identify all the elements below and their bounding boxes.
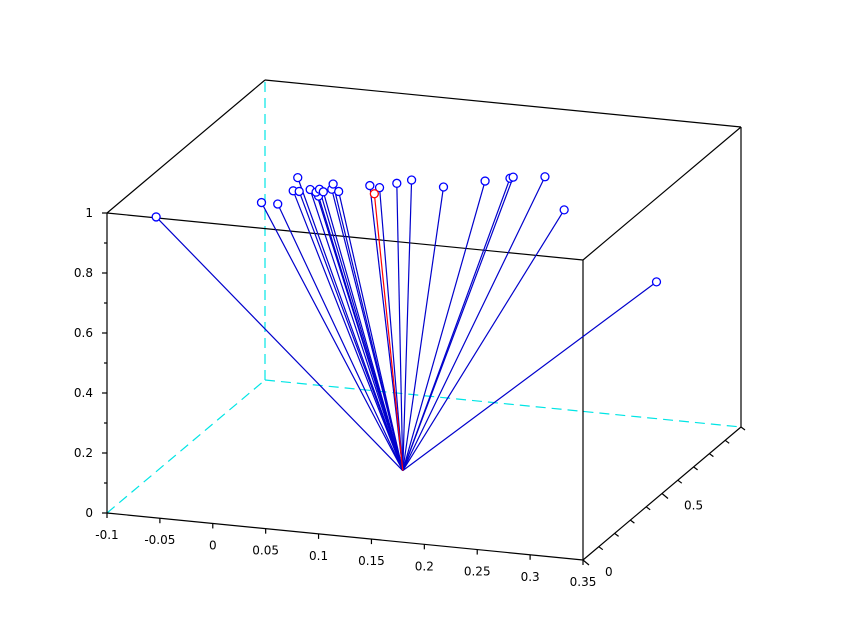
z-tick-label: 1	[85, 206, 93, 220]
stem-line	[369, 185, 404, 471]
stem-marker	[406, 175, 417, 185]
x-tick-label: 0.2	[415, 559, 434, 573]
box-edge-back-top	[264, 79, 742, 128]
stem-marker	[651, 277, 662, 287]
y-minor-tick	[740, 426, 746, 431]
stem-line	[260, 202, 404, 471]
stem-marker	[438, 182, 449, 192]
y-minor-tick	[598, 546, 604, 551]
stem-line	[402, 176, 546, 471]
stem-marker-highlighted	[369, 189, 380, 199]
stems	[151, 172, 662, 472]
stem-line	[332, 183, 404, 471]
stem-marker	[328, 179, 338, 189]
x-tick-label: 0.35	[570, 575, 597, 589]
stem-line	[155, 216, 404, 472]
stem-line	[315, 191, 404, 471]
x-tick-label: 0.3	[521, 570, 540, 584]
stem-marker	[540, 172, 550, 182]
stem-marker	[318, 187, 328, 197]
stem-line	[322, 191, 404, 471]
stem-line	[402, 209, 565, 471]
y-minor-tick	[677, 479, 683, 484]
x-tick-label: -0.1	[95, 528, 118, 542]
x-tick-label: 0.15	[358, 554, 385, 568]
stem-line	[402, 179, 413, 471]
stem-line	[378, 187, 404, 471]
y-minor-tick	[630, 519, 635, 524]
stem-marker	[293, 172, 303, 183]
y-tick-label: 0	[605, 565, 613, 579]
z-tick-label: 0.4	[74, 386, 93, 400]
x-tick-label: 0	[209, 538, 217, 552]
z-tick-label: 0.6	[74, 326, 93, 340]
hidden-box-edges	[106, 80, 742, 514]
stem-line	[297, 177, 404, 471]
stem-line	[396, 183, 404, 471]
stem-marker	[392, 178, 402, 188]
axis-tick-labels: 0 0.2 0.4 0.6 0.8 1 -0.1 -0.05 0 0.05 0.1 0.15 0.2 0.…	[74, 206, 703, 589]
stem-marker	[151, 212, 161, 222]
stem-marker	[273, 199, 283, 209]
y-tick	[582, 559, 590, 566]
stem-line	[338, 191, 404, 471]
stem-line	[292, 190, 404, 471]
x-tick-label: 0.05	[252, 544, 279, 558]
box-edge-right-top	[582, 126, 742, 261]
stem-marker	[508, 172, 518, 182]
z-tick-label: 0.8	[74, 266, 93, 280]
box-edge-front-top	[106, 212, 584, 261]
box-edges	[106, 79, 742, 561]
stem-line	[277, 203, 404, 471]
hidden-edge-left-floor	[106, 379, 266, 514]
box-edge-left-top	[106, 79, 266, 214]
stem-marker	[559, 205, 569, 215]
z-tick-label: 0.2	[74, 446, 93, 460]
stem-line	[309, 189, 404, 471]
stem-marker	[480, 176, 490, 186]
stem-marker	[334, 186, 344, 197]
y-minor-tick	[709, 453, 714, 458]
stem-line-highlighted	[373, 193, 404, 471]
y-minor-tick	[693, 466, 698, 471]
y-minor-tick	[645, 506, 651, 511]
y-tick-label: 0.5	[684, 499, 703, 513]
stem-line	[402, 176, 514, 471]
stem-line	[402, 180, 486, 471]
axis-ticks	[102, 212, 746, 566]
stem-marker	[365, 180, 375, 191]
x-tick-label: 0.1	[309, 549, 328, 563]
stem-line	[402, 281, 657, 472]
stem-marker	[374, 183, 385, 193]
hidden-edge-back-floor	[264, 379, 742, 428]
y-minor-tick	[614, 532, 619, 537]
y-tick	[661, 493, 669, 499]
y-minor-tick	[724, 439, 730, 444]
x-tick-label: -0.05	[144, 533, 175, 547]
x-axis-line	[106, 512, 584, 561]
stem-line	[402, 186, 445, 471]
stem-marker	[256, 197, 267, 208]
stem-marker	[294, 186, 304, 197]
x-tick-label: 0.25	[464, 565, 491, 579]
z-tick-label: 0	[85, 506, 93, 520]
